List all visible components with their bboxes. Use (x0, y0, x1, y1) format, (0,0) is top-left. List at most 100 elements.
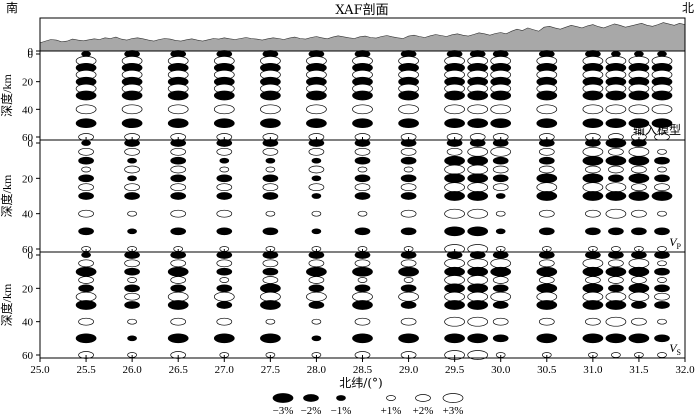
positive-anomaly-ellipse (398, 291, 419, 302)
positive-anomaly-ellipse (262, 147, 279, 156)
negative-anomaly-ellipse (213, 118, 235, 129)
negative-anomaly-ellipse (170, 174, 187, 183)
positive-anomaly-ellipse (216, 147, 233, 156)
negative-anomaly-ellipse (492, 156, 509, 165)
negative-anomaly-ellipse (538, 139, 555, 147)
positive-anomaly-ellipse (127, 277, 137, 283)
negative-anomaly-ellipse (311, 193, 322, 199)
negative-anomaly-ellipse (75, 90, 97, 101)
negative-anomaly-ellipse (490, 266, 512, 277)
positive-anomaly-ellipse (121, 104, 143, 115)
y-tick-label: 60 (22, 244, 34, 256)
positive-anomaly-ellipse (585, 209, 601, 218)
negative-anomaly-ellipse (400, 301, 417, 309)
negative-anomaly-ellipse (582, 333, 604, 344)
negative-anomaly-ellipse (213, 333, 235, 344)
y-tick-label: 40 (22, 317, 34, 329)
negative-anomaly-ellipse (467, 118, 489, 129)
negative-anomaly-ellipse (467, 90, 489, 101)
negative-anomaly-ellipse (538, 227, 555, 236)
positive-anomaly-ellipse (611, 352, 621, 358)
negative-anomaly-ellipse (467, 173, 489, 184)
negative-anomaly-ellipse (654, 174, 670, 183)
negative-anomaly-ellipse (492, 334, 509, 343)
y-tick-label: 20 (22, 77, 34, 89)
negative-anomaly-ellipse (628, 90, 650, 101)
positive-anomaly-ellipse (657, 318, 667, 325)
x-tick-label: 31.0 (583, 364, 603, 376)
negative-anomaly-ellipse (167, 266, 189, 277)
negative-anomaly-ellipse (651, 191, 673, 201)
negative-anomaly-ellipse (311, 335, 322, 342)
negative-anomaly-ellipse (467, 226, 489, 237)
positive-anomaly-ellipse (490, 258, 512, 269)
negative-anomaly-ellipse (170, 192, 187, 200)
north-corner-label: 北 (682, 1, 694, 15)
positive-anomaly-ellipse (170, 259, 187, 268)
y-tick-label: 0 (28, 250, 34, 262)
negative-anomaly-ellipse (444, 155, 465, 166)
negative-anomaly-ellipse (352, 118, 373, 129)
negative-anomaly-ellipse (167, 90, 189, 101)
positive-anomaly-ellipse (354, 183, 371, 192)
positive-anomaly-ellipse (398, 104, 419, 115)
negative-anomaly-ellipse (121, 118, 143, 129)
negative-anomaly-ellipse (219, 157, 230, 164)
positive-anomaly-ellipse (352, 104, 373, 115)
negative-anomaly-ellipse (400, 192, 417, 200)
positive-anomaly-ellipse (538, 259, 555, 268)
negative-anomaly-ellipse (262, 227, 279, 236)
x-tick-label: 29.0 (399, 364, 419, 376)
negative-anomaly-ellipse (260, 90, 281, 101)
negative-anomaly-ellipse (467, 155, 489, 166)
negative-anomaly-ellipse (469, 251, 486, 259)
positive-anomaly-ellipse (400, 183, 417, 192)
south-corner-label: 南 (6, 0, 18, 15)
negative-anomaly-ellipse (582, 90, 604, 101)
positive-anomaly-ellipse (444, 164, 465, 175)
negative-anomaly-ellipse (446, 139, 463, 147)
topography-profile (39, 22, 686, 52)
negative-anomaly-ellipse (585, 227, 601, 236)
x-tick-label: 28.5 (353, 364, 373, 376)
positive-anomaly-ellipse (582, 291, 604, 302)
positive-anomaly-ellipse (444, 316, 465, 327)
negative-anomaly-ellipse (444, 118, 465, 129)
positive-anomaly-ellipse (631, 276, 647, 284)
positive-anomaly-ellipse (657, 277, 667, 283)
positive-anomaly-ellipse (631, 165, 647, 174)
negative-anomaly-ellipse (631, 227, 647, 236)
negative-anomaly-ellipse (631, 301, 647, 309)
negative-anomaly-ellipse (354, 227, 371, 236)
positive-anomaly-ellipse (78, 259, 94, 268)
y-tick-label: 0 (28, 138, 34, 150)
positive-anomaly-ellipse (352, 291, 373, 302)
negative-anomaly-ellipse (260, 300, 281, 310)
negative-anomaly-ellipse (124, 267, 140, 276)
negative-anomaly-ellipse (75, 333, 97, 344)
positive-anomaly-ellipse (400, 209, 417, 218)
negative-anomaly-ellipse (306, 118, 327, 129)
positive-anomaly-ellipse (605, 291, 627, 302)
positive-anomaly-ellipse (265, 210, 276, 217)
legend-positive-label: +1% (381, 405, 402, 417)
negative-anomaly-ellipse (628, 266, 650, 277)
positive-anomaly-ellipse (170, 209, 187, 218)
y-tick-label: 40 (22, 209, 34, 221)
positive-anomaly-ellipse (538, 165, 555, 174)
positive-anomaly-ellipse (306, 291, 327, 302)
positive-anomaly-ellipse (467, 291, 489, 302)
positive-anomaly-ellipse (605, 182, 627, 193)
negative-anomaly-ellipse (398, 266, 419, 277)
positive-anomaly-ellipse (582, 146, 604, 157)
negative-anomaly-ellipse (398, 90, 419, 101)
positive-anomaly-ellipse (467, 275, 489, 285)
positive-anomaly-ellipse (467, 164, 489, 175)
positive-anomaly-ellipse (631, 183, 647, 192)
negative-anomaly-ellipse (124, 251, 140, 259)
negative-anomaly-ellipse (167, 118, 189, 129)
positive-anomaly-ellipse (536, 182, 558, 193)
negative-anomaly-ellipse (444, 90, 465, 101)
negative-anomaly-ellipse (608, 284, 624, 293)
